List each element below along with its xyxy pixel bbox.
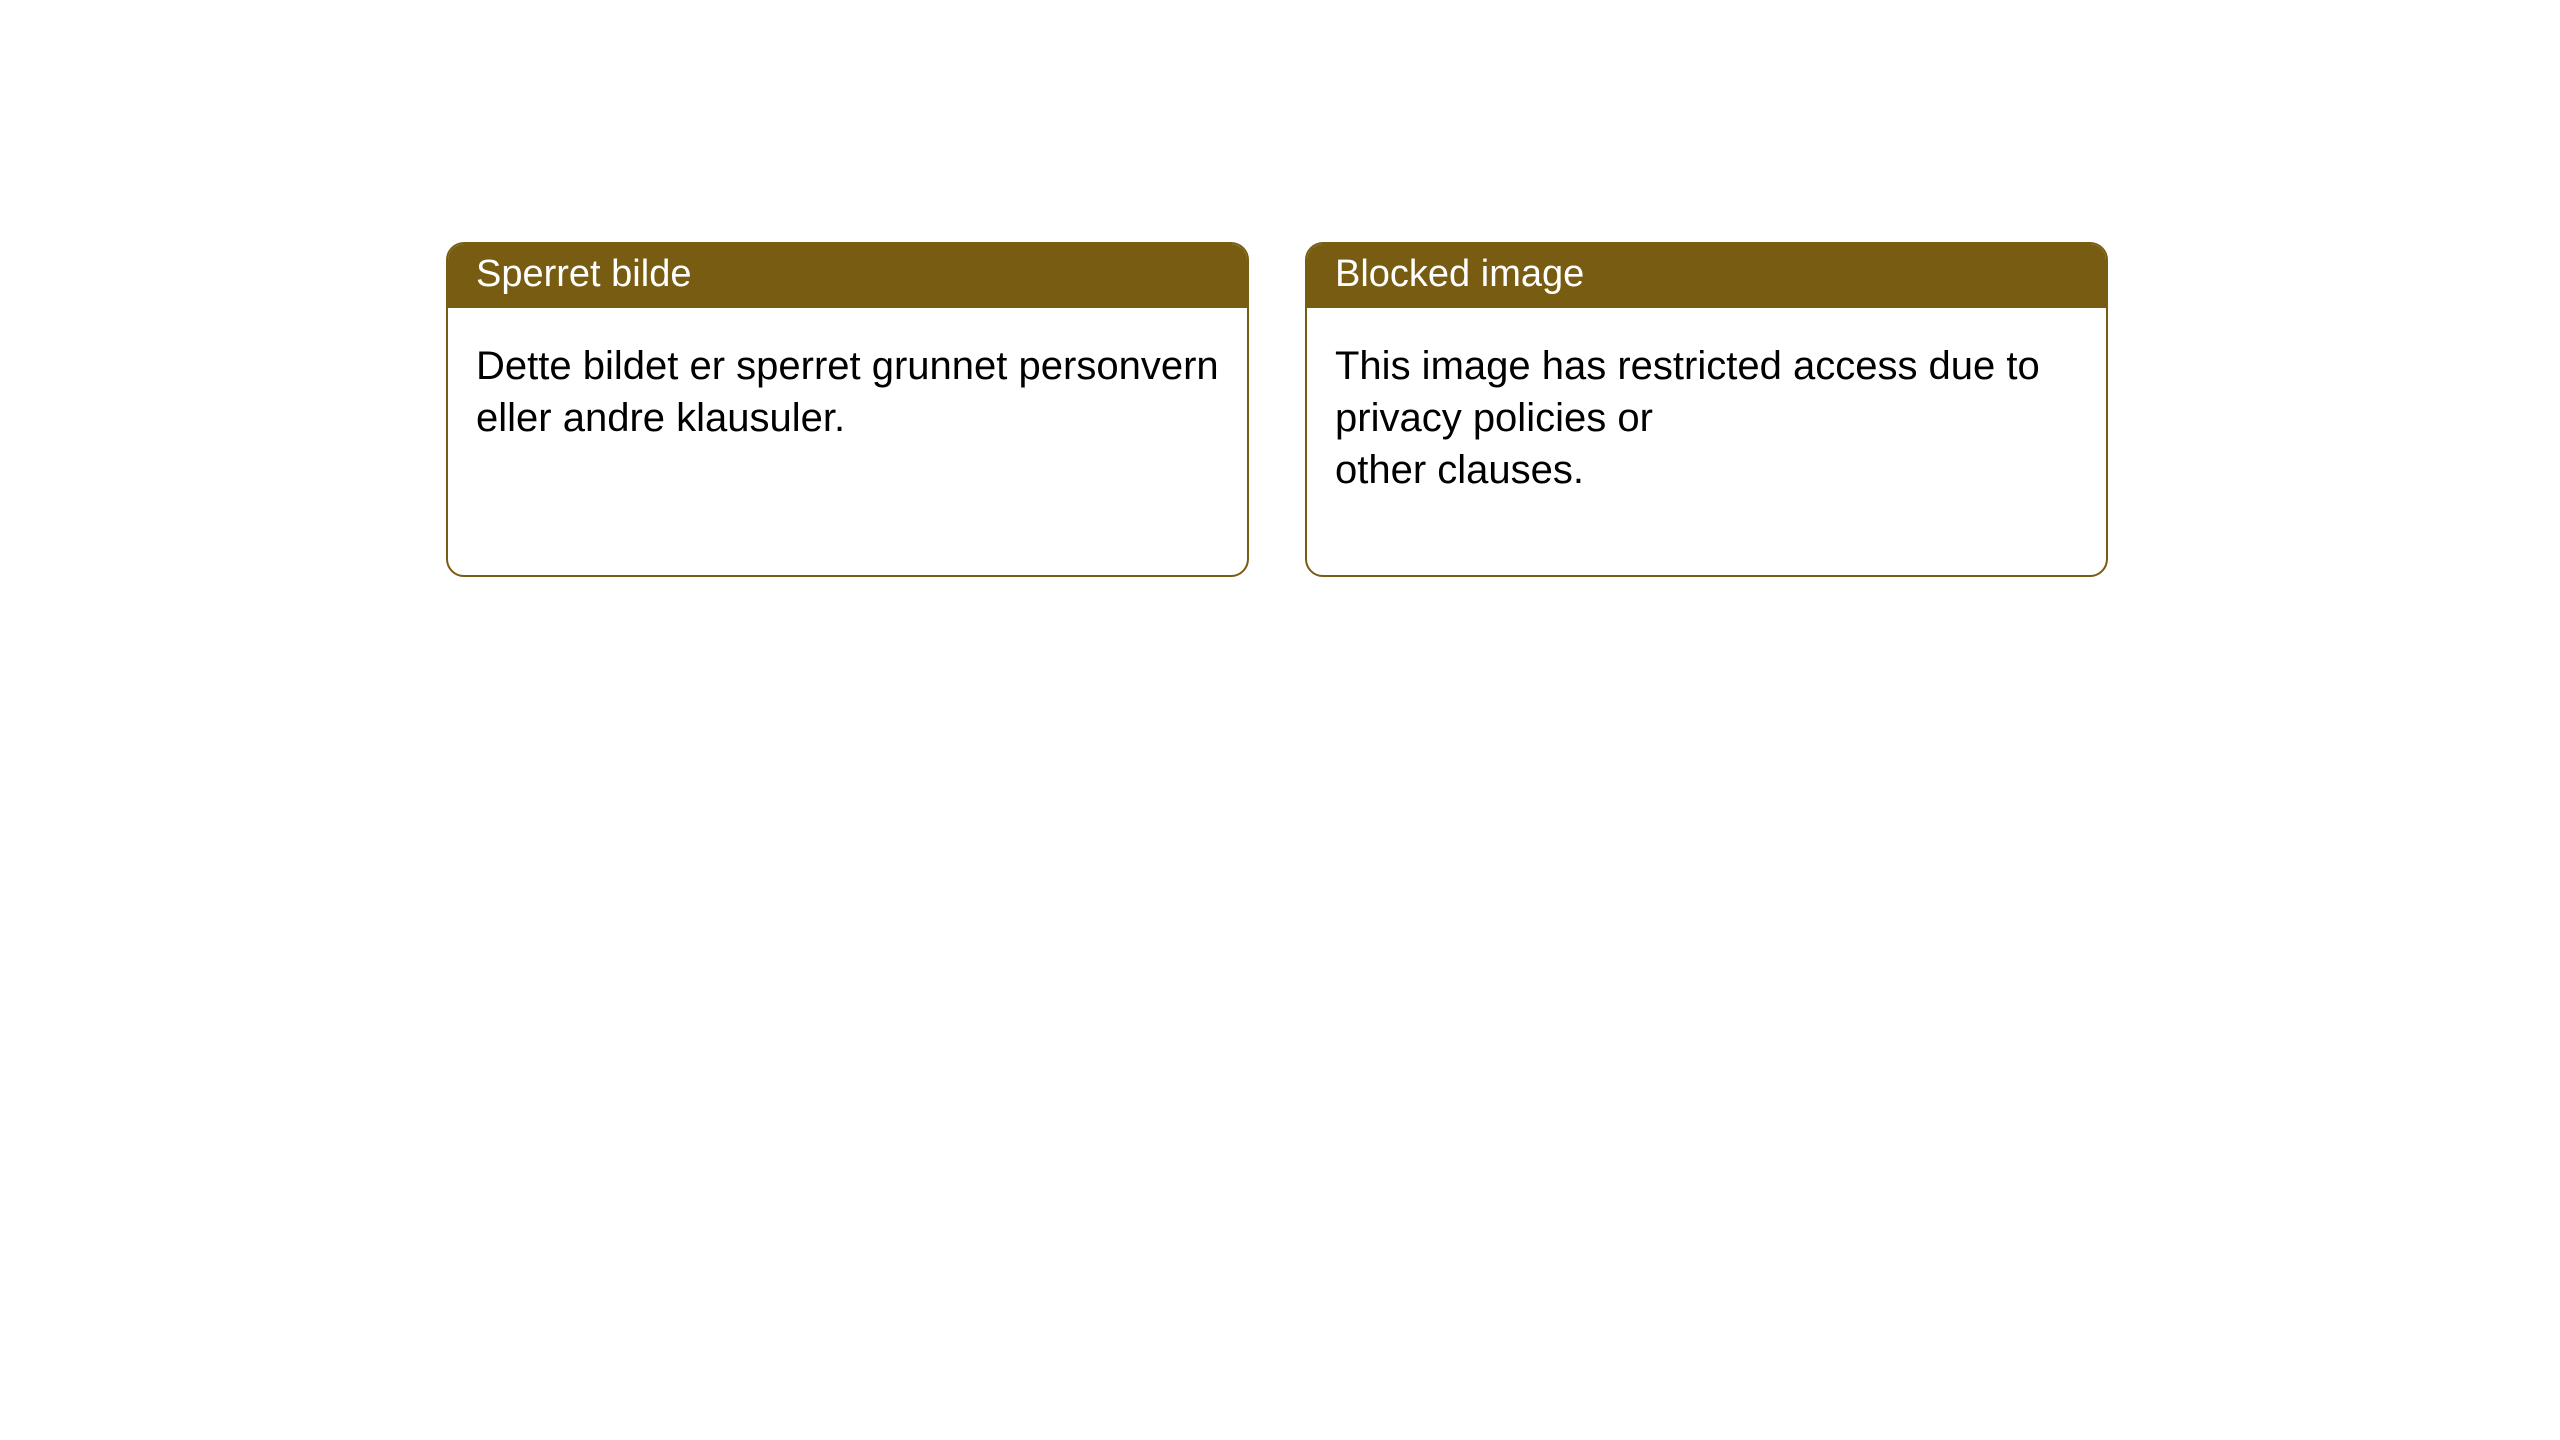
notice-body: This image has restricted access due to … — [1307, 308, 2106, 528]
notice-title: Sperret bilde — [448, 244, 1247, 308]
notice-container: Sperret bilde Dette bildet er sperret gr… — [0, 0, 2560, 577]
notice-body: Dette bildet er sperret grunnet personve… — [448, 308, 1247, 476]
notice-title: Blocked image — [1307, 244, 2106, 308]
notice-card-norwegian: Sperret bilde Dette bildet er sperret gr… — [446, 242, 1249, 577]
notice-card-english: Blocked image This image has restricted … — [1305, 242, 2108, 577]
